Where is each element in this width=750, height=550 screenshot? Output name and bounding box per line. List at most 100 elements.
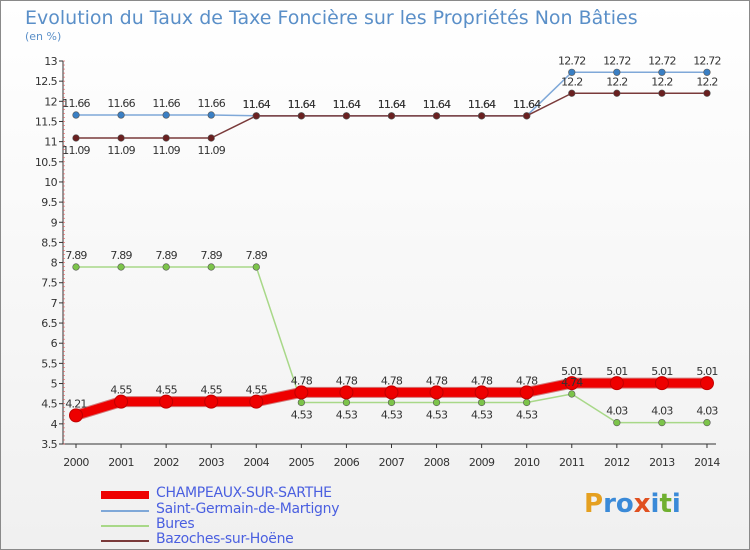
x-tick-label: 2004 (243, 456, 269, 469)
legend-label: CHAMPEAUX-SUR-SARTHE (156, 485, 332, 501)
y-tick-label: 7 (51, 297, 58, 310)
data-point (613, 68, 621, 76)
data-point (117, 263, 125, 271)
data-label: 4.53 (291, 408, 313, 421)
data-point (699, 376, 714, 391)
data-point (252, 263, 260, 271)
y-tick-label: 3.5 (41, 438, 57, 451)
data-label: 7.89 (246, 249, 268, 262)
data-point (564, 376, 579, 391)
legend-swatch (101, 491, 149, 499)
data-label: 4.78 (471, 374, 493, 387)
legend-item-bazoches: Bazoches-sur-Hoëne (101, 531, 431, 548)
data-point (654, 376, 669, 391)
data-point (117, 134, 125, 142)
data-label: 12.72 (558, 54, 586, 67)
data-label: 11.66 (62, 97, 90, 110)
data-label: 4.78 (516, 374, 538, 387)
data-label: 11.64 (513, 98, 541, 111)
data-point (249, 394, 264, 409)
y-tick-label: 12 (44, 95, 57, 108)
x-tick-label: 2014 (694, 456, 720, 469)
x-tick-label: 2007 (379, 456, 405, 469)
data-label: 12.2 (561, 75, 582, 88)
y-tick-label: 5.5 (41, 357, 57, 370)
data-point (207, 134, 215, 142)
data-label: 4.53 (336, 408, 358, 421)
y-tick-label: 11 (44, 136, 57, 149)
data-label: 11.66 (152, 97, 180, 110)
x-tick-label: 2008 (424, 456, 450, 469)
x-tick-label: 2012 (604, 456, 630, 469)
y-tick-label: 8.5 (41, 236, 57, 249)
data-label: 11.64 (243, 98, 271, 111)
y-tick-label: 4 (51, 418, 58, 431)
data-point (342, 112, 351, 120)
data-label: 4.78 (426, 374, 448, 387)
data-label: 4.03 (696, 405, 718, 418)
proxiti-logo: Proxiti (584, 489, 681, 519)
data-label: 11.09 (197, 144, 225, 157)
data-label: 4.55 (155, 384, 177, 397)
data-point (478, 398, 486, 407)
y-tick-label: 10.5 (35, 156, 58, 169)
logo-letter: r (603, 489, 616, 519)
logo-letter: P (584, 489, 604, 519)
y-tick-label: 4.5 (41, 398, 57, 411)
data-label: 7.89 (65, 249, 87, 262)
y-tick-label: 11.5 (35, 115, 58, 128)
data-point (387, 112, 396, 120)
data-label: 4.53 (381, 408, 403, 421)
y-tick-label: 7.5 (41, 277, 57, 290)
data-point (117, 111, 125, 119)
data-point (474, 385, 489, 400)
legend-swatch (101, 510, 149, 512)
data-point (609, 376, 624, 391)
data-point (519, 385, 534, 400)
x-tick-label: 2011 (559, 456, 585, 469)
data-label: 11.64 (423, 98, 451, 111)
data-label: 11.64 (333, 98, 361, 111)
data-label: 11.66 (107, 97, 135, 110)
y-tick-label: 6.5 (41, 317, 57, 330)
data-point (252, 112, 260, 120)
y-tick-label: 9 (51, 216, 58, 229)
data-point (429, 385, 444, 400)
data-point (432, 112, 441, 120)
data-point (568, 390, 576, 398)
logo-letter: i (650, 489, 660, 519)
data-point (207, 111, 215, 119)
data-label: 11.64 (333, 98, 361, 111)
x-tick-label: 2006 (334, 456, 360, 469)
data-label: 11.64 (288, 98, 316, 111)
data-label: 11.64 (513, 98, 541, 111)
data-point (204, 394, 219, 409)
y-tick-label: 6 (51, 337, 58, 350)
data-point (342, 398, 351, 407)
data-label: 4.53 (516, 408, 538, 421)
legend-swatch (101, 540, 149, 542)
y-tick-label: 5 (51, 378, 58, 391)
data-label: 4.21 (65, 397, 86, 410)
data-label: 11.09 (107, 144, 135, 157)
data-label: 11.09 (62, 144, 90, 157)
data-label: 4.53 (426, 408, 448, 421)
data-point (162, 263, 170, 271)
data-point (568, 68, 576, 76)
data-label: 12.2 (696, 75, 717, 88)
data-label: 11.64 (423, 98, 451, 111)
x-tick-label: 2002 (153, 456, 179, 469)
data-point (523, 112, 531, 120)
legend-swatch (101, 525, 149, 527)
data-point (658, 89, 666, 97)
chart-title: Evolution du Taux de Taxe Foncière sur l… (25, 7, 638, 29)
logo-letter: i (671, 489, 681, 519)
data-label: 11.64 (378, 98, 406, 111)
data-label: 12.2 (606, 75, 627, 88)
data-point (114, 394, 129, 409)
y-tick-label: 12.5 (35, 75, 58, 88)
x-tick-label: 2000 (63, 456, 89, 469)
data-label: 4.78 (336, 374, 358, 387)
data-point (72, 263, 80, 271)
